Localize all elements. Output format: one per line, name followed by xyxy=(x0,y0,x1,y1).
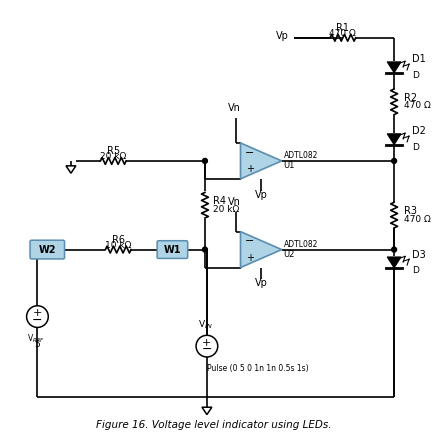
Text: Vp: Vp xyxy=(254,190,267,200)
Text: ADTL082: ADTL082 xyxy=(283,152,317,160)
Text: −: − xyxy=(32,314,43,326)
Text: 470 Ω: 470 Ω xyxy=(329,29,355,38)
Text: R2: R2 xyxy=(403,93,416,103)
Text: D1: D1 xyxy=(411,54,424,64)
Polygon shape xyxy=(386,257,400,268)
Text: Figure 16. Voltage level indicator using LEDs.: Figure 16. Voltage level indicator using… xyxy=(96,420,331,430)
Text: ADTL082: ADTL082 xyxy=(283,240,317,249)
Text: 470 Ω: 470 Ω xyxy=(403,214,430,224)
Text: D2: D2 xyxy=(411,126,425,136)
Text: D: D xyxy=(411,71,418,80)
Text: 20 kΩ: 20 kΩ xyxy=(212,205,239,214)
FancyBboxPatch shape xyxy=(157,241,187,258)
Text: Vn: Vn xyxy=(227,103,240,113)
Text: U2: U2 xyxy=(283,250,294,259)
Text: Vn: Vn xyxy=(227,197,240,207)
Text: R6: R6 xyxy=(112,235,125,245)
Text: 5: 5 xyxy=(34,340,40,349)
Polygon shape xyxy=(240,232,281,268)
Text: +: + xyxy=(33,308,42,318)
Text: V$_{IN}$: V$_{IN}$ xyxy=(197,319,212,331)
Text: R1: R1 xyxy=(335,23,349,33)
Text: W1: W1 xyxy=(163,245,181,255)
Polygon shape xyxy=(386,134,400,145)
Polygon shape xyxy=(240,143,281,179)
Polygon shape xyxy=(386,62,400,73)
Text: −: − xyxy=(244,148,254,158)
Text: +: + xyxy=(245,253,253,263)
Text: 20 kΩ: 20 kΩ xyxy=(100,152,126,161)
Text: R5: R5 xyxy=(106,146,120,156)
Text: D: D xyxy=(411,143,418,152)
Circle shape xyxy=(391,247,396,252)
Text: 470 Ω: 470 Ω xyxy=(403,101,430,110)
Text: V$_{REF}$: V$_{REF}$ xyxy=(26,332,44,345)
Text: Vp: Vp xyxy=(254,278,267,288)
Circle shape xyxy=(202,247,207,252)
Circle shape xyxy=(26,306,48,327)
Circle shape xyxy=(202,159,207,163)
Text: +: + xyxy=(202,338,211,348)
Circle shape xyxy=(391,159,396,163)
Text: +: + xyxy=(245,164,253,174)
Text: Vp: Vp xyxy=(275,31,288,41)
Text: −: − xyxy=(201,343,212,356)
Text: R3: R3 xyxy=(403,206,416,216)
Polygon shape xyxy=(201,407,211,415)
Text: −: − xyxy=(244,237,254,246)
Text: 10 kΩ: 10 kΩ xyxy=(105,241,131,250)
Text: D: D xyxy=(411,266,418,275)
FancyBboxPatch shape xyxy=(30,240,64,259)
Text: D3: D3 xyxy=(411,249,424,260)
Text: Pulse (0 5 0 1n 1n 0.5s 1s): Pulse (0 5 0 1n 1n 0.5s 1s) xyxy=(207,364,308,373)
Text: U1: U1 xyxy=(283,161,294,170)
Text: R4: R4 xyxy=(212,196,225,206)
Circle shape xyxy=(196,335,217,357)
Polygon shape xyxy=(66,166,76,173)
Text: W2: W2 xyxy=(39,245,56,255)
